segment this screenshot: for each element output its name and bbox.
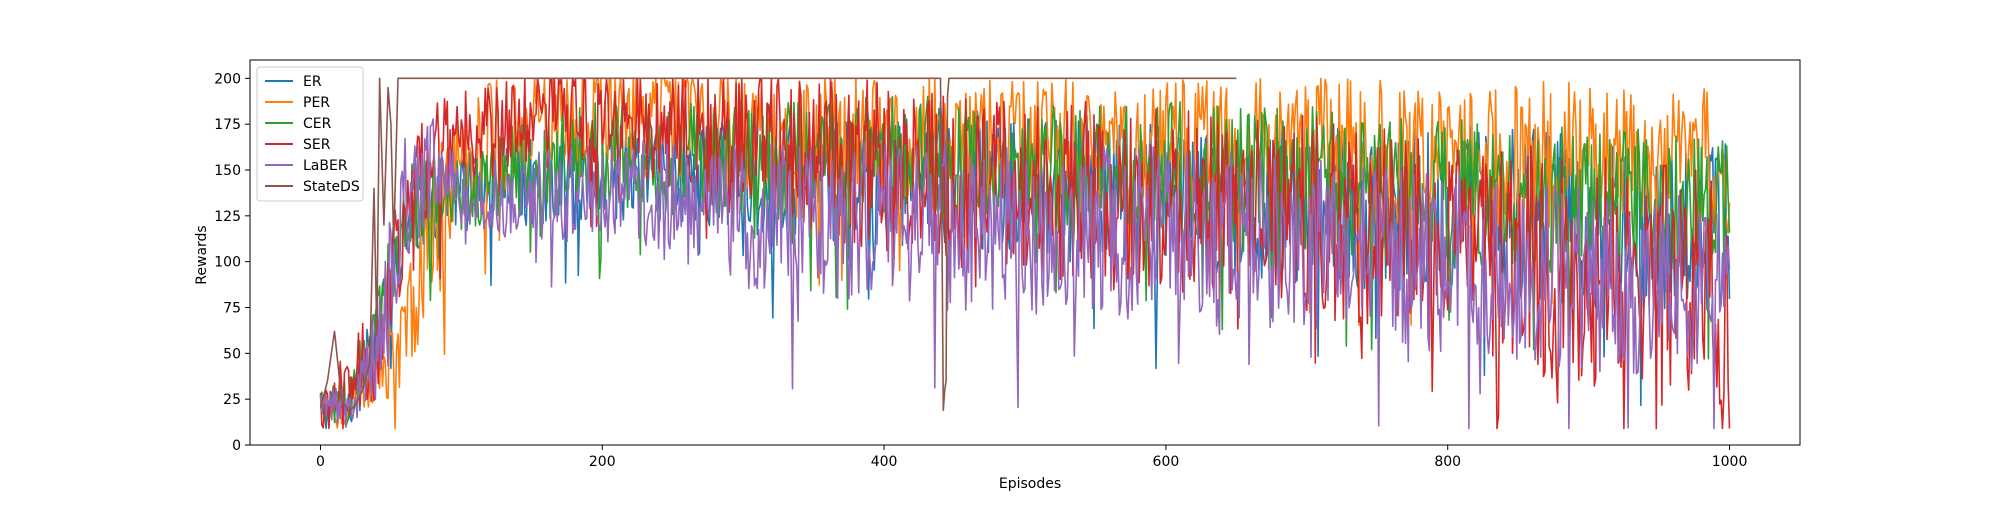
x-tick-label: 600 <box>1153 454 1180 470</box>
y-tick-label: 175 <box>214 117 241 133</box>
y-tick-label: 75 <box>223 301 241 317</box>
x-tick-label: 800 <box>1434 454 1461 470</box>
plot-area <box>319 77 1731 430</box>
legend-label-per: PER <box>303 95 330 111</box>
legend-label-ser: SER <box>303 137 331 153</box>
legend-box <box>256 66 364 202</box>
y-tick-label: 0 <box>232 438 241 454</box>
axes-frame <box>249 59 1801 446</box>
y-tick-label: 50 <box>223 346 241 362</box>
x-tick-label: 1000 <box>1712 454 1748 470</box>
axes: 0 200 400 600 800 1000 0 25 50 75 100 125 150 175 200 <box>214 59 1801 470</box>
x-tick-label: 0 <box>316 454 325 470</box>
legend-label-er: ER <box>303 74 322 90</box>
x-tick-label: 200 <box>589 454 616 470</box>
legend-label-laber: LaBER <box>303 158 348 174</box>
y-axis-label: Rewards <box>194 225 210 284</box>
series-line-ser <box>319 77 1731 430</box>
y-tick-label: 200 <box>214 71 241 87</box>
y-tick-label: 125 <box>214 209 241 225</box>
x-axis-label: Episodes <box>999 476 1061 492</box>
legend-label-stateds: StateDS <box>303 179 360 195</box>
y-tick-label: 100 <box>214 255 241 271</box>
series-line-laber <box>319 118 1731 430</box>
x-tick-label: 400 <box>871 454 898 470</box>
legend: ER PER CER SER LaBER StateDS <box>256 66 364 202</box>
y-tick-label: 25 <box>223 392 241 408</box>
series-line-stateds <box>319 77 1237 413</box>
legend-label-cer: CER <box>303 116 332 132</box>
y-tick-label: 150 <box>214 163 241 179</box>
